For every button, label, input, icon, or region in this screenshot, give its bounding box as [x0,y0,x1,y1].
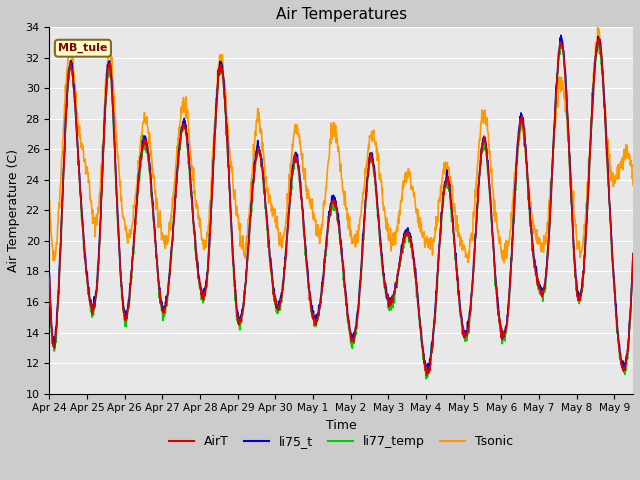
X-axis label: Time: Time [326,419,356,432]
Text: MB_tule: MB_tule [58,43,108,53]
Title: Air Temperatures: Air Temperatures [276,7,407,22]
Y-axis label: Air Temperature (C): Air Temperature (C) [7,149,20,272]
Legend: AirT, li75_t, li77_temp, Tsonic: AirT, li75_t, li77_temp, Tsonic [164,430,518,453]
